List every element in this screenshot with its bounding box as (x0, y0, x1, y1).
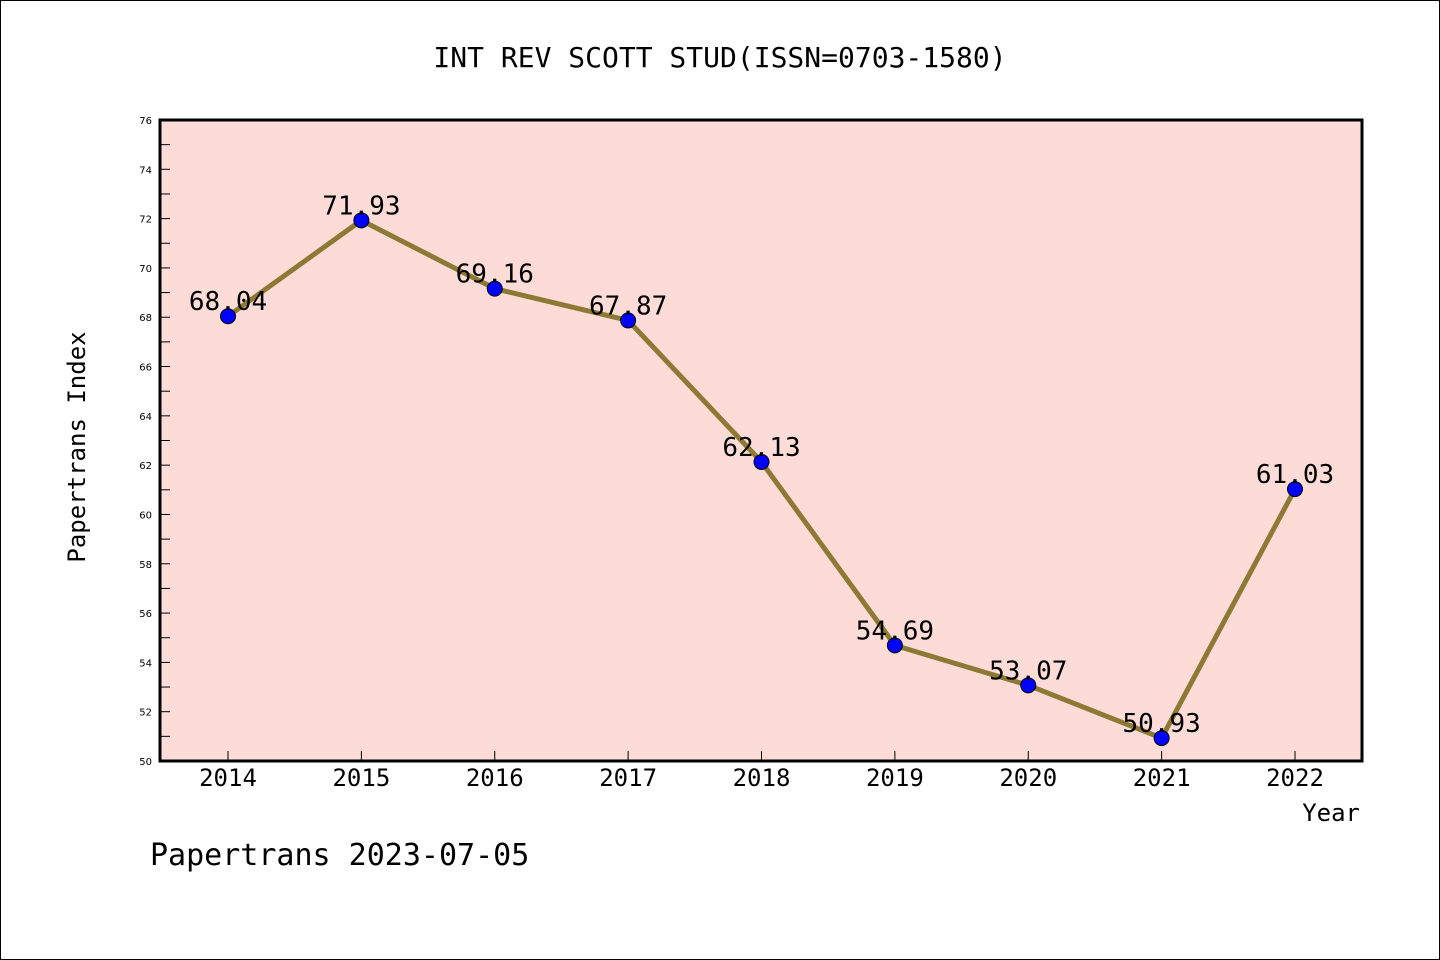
x-tick-label: 2022 (1266, 764, 1324, 792)
data-point (486, 280, 503, 297)
chart-title: INT REV SCOTT STUD(ISSN=0703-1580) (433, 41, 1006, 74)
data-point (220, 308, 236, 325)
data-point (1153, 730, 1170, 747)
x-axis-label: Year (1302, 799, 1360, 827)
data-label: 50.93 (1122, 709, 1200, 739)
footer-text: Papertrans 2023-07-05 (150, 838, 529, 873)
y-tick-label: 68 (139, 313, 152, 324)
y-tick-label: 56 (139, 609, 152, 620)
data-point (886, 637, 903, 654)
x-tick-label: 2020 (999, 764, 1057, 792)
data-point (353, 212, 370, 229)
y-axis-label: Papertrans Index (63, 331, 91, 562)
y-tick-label: 50 (139, 757, 152, 768)
x-tick-label: 2014 (199, 764, 257, 792)
y-tick-label: 54 (139, 658, 152, 669)
y-tick-label: 66 (139, 363, 152, 374)
y-axis: 50 52 54 56 58 60 62 64 66 68 70 72 74 76 (139, 116, 170, 768)
data-point (1287, 481, 1303, 498)
x-tick-label: 2021 (1133, 764, 1191, 792)
data-label: 71.93 (322, 191, 400, 221)
x-axis: 2014 2015 2016 2017 2018 2019 2020 2021 2022 (199, 751, 1324, 792)
y-tick-label: 70 (139, 264, 152, 275)
data-label: 54.69 (856, 616, 934, 646)
data-label: 67.87 (589, 291, 667, 321)
y-tick-label: 58 (139, 560, 152, 571)
x-tick-label: 2015 (332, 764, 390, 792)
y-tick-label: 72 (139, 215, 152, 226)
data-label: 68.04 (189, 287, 267, 317)
data-point (753, 453, 770, 470)
data-point (620, 312, 637, 329)
data-point (1020, 677, 1037, 694)
data-label: 62.13 (722, 433, 800, 463)
y-tick-label: 76 (139, 116, 152, 127)
data-label: 69.16 (456, 260, 534, 290)
y-tick-label: 52 (139, 708, 152, 719)
y-tick-label: 74 (139, 165, 152, 176)
x-tick-label: 2017 (599, 764, 657, 792)
y-tick-label: 64 (139, 412, 152, 423)
plot-border (158, 118, 1364, 763)
x-tick-label: 2019 (866, 764, 924, 792)
data-label: 53.07 (989, 656, 1067, 686)
series-group: 68.04 71.93 69.16 67.87 62.13 54.69 53.07 50.93… (189, 191, 1334, 747)
x-tick-label: 2016 (466, 764, 524, 792)
data-label: 61.03 (1256, 460, 1334, 490)
y-tick-label: 60 (139, 510, 152, 521)
y-tick-label: 62 (139, 461, 152, 472)
x-tick-label: 2018 (733, 764, 791, 792)
